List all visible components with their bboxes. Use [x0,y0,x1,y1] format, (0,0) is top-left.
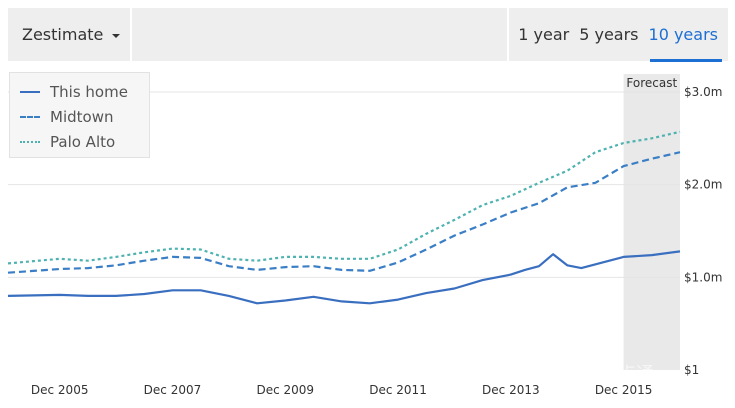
wechat-icon [458,362,486,384]
zestimate-line-chart: Forecast $1.0m$2.0m$3.0m$1 Dec 2005 Dec 2… [7,74,722,397]
legend-item-palo-alto: Palo Alto [20,133,115,151]
series-lines [7,130,681,305]
legend-label: Midtown [50,108,114,126]
y-tick-label: $1.0m [684,270,722,284]
legend-label: Palo Alto [50,133,116,151]
time-range-tabs: 1 year 5 years 10 years [518,8,718,61]
y-tick-label: $3.0m [684,85,722,99]
palo-alto-line [7,130,681,265]
x-axis-ticks: Dec 2005 Dec 2007 Dec 2009 Dec 2011 Dec 2013… [31,383,652,397]
legend-item-this-home: This home [20,83,128,101]
range-10-years[interactable]: 10 years [648,25,718,44]
y-tick-label: $2.0m [684,178,722,192]
legend-swatch [20,141,40,143]
active-range-indicator [650,59,722,62]
range-5-years[interactable]: 5 years [579,25,639,44]
forecast-label: Forecast [626,76,677,90]
divider [130,8,132,61]
zestimate-dropdown[interactable]: Zestimate [8,8,130,61]
x-tick-label: Dec 2013 [482,383,540,397]
midtown-line [7,151,681,274]
legend-swatch [20,91,40,93]
dropdown-label: Zestimate [22,25,104,44]
x-tick-label: Dec 2011 [369,383,427,397]
this-home-line [7,250,681,305]
x-tick-label: Dec 2005 [31,383,89,397]
chart-toolbar: Zestimate 1 year 5 years 10 years [8,8,728,62]
y-tick-label: $1 [684,363,699,377]
legend-swatch [20,116,40,118]
x-tick-label: Dec 2009 [256,383,314,397]
divider [507,8,509,61]
x-tick-label: Dec 2015 [595,383,653,397]
watermark: 美国安居置业一点通 [458,360,654,386]
y-axis-ticks: $1.0m $2.0m $3.0m $1 [684,85,722,377]
x-tick-label: Dec 2007 [144,383,202,397]
watermark-text: 美国安居置业一点通 [492,364,654,385]
chart-legend: This home Midtown Palo Alto [9,72,150,158]
forecast-band [623,74,680,370]
legend-item-midtown: Midtown [20,108,113,126]
range-1-year[interactable]: 1 year [518,25,570,44]
legend-label: This home [50,83,128,101]
caret-down-icon [112,33,121,38]
